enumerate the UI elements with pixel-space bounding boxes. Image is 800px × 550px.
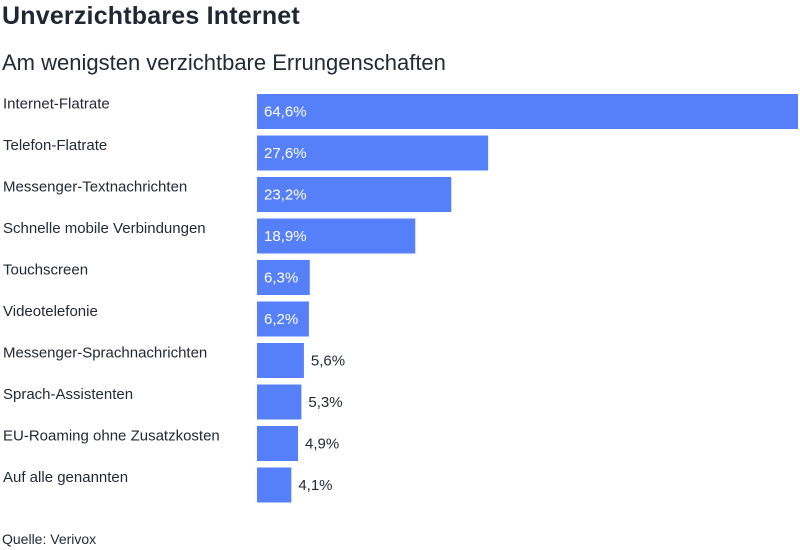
category-label-schnelle-mobile-verbindungen: Schnelle mobile Verbindungen: [3, 220, 206, 237]
source-note: Quelle: Verivox: [2, 531, 97, 547]
bar-videotelefonie: [257, 301, 309, 337]
bar-auf-alle-genannten: [257, 467, 292, 503]
bar-chart: Internet-Flatrate 64,6% Telefon-Flatrate 27…: [3, 94, 798, 503]
value-label-auf-alle-genannten: 4,1%: [298, 477, 332, 494]
bar-touchscreen: [257, 260, 310, 295]
value-label-internet-flatrate: 64,6%: [264, 104, 307, 121]
bar-internet-flatrate: [257, 94, 798, 129]
bar-sprach-assistenten: [257, 384, 302, 420]
category-label-sprach-assistenten: Sprach-Assistenten: [3, 386, 133, 403]
category-label-eu-roaming-ohne-zusatzkosten: EU-Roaming ohne Zusatzkosten: [3, 428, 220, 445]
bar-schnelle-mobile-verbindungen: [257, 218, 416, 254]
bar-messenger-sprachnachrichten: [257, 343, 304, 378]
value-label-eu-roaming-ohne-zusatzkosten: 4,9%: [305, 436, 339, 453]
category-label-messenger-sprachnachrichten: Messenger-Sprachnachrichten: [3, 345, 207, 362]
value-label-touchscreen: 6,3%: [264, 270, 298, 287]
category-label-telefon-flatrate: Telefon-Flatrate: [3, 137, 107, 154]
value-label-telefon-flatrate: 27,6%: [264, 145, 307, 162]
category-label-messenger-textnachrichten: Messenger-Textnachrichten: [3, 179, 187, 196]
category-label-auf-alle-genannten: Auf alle genannten: [3, 469, 128, 486]
value-label-schnelle-mobile-verbindungen: 18,9%: [264, 228, 307, 245]
chart-title: Unverzichtbares Internet: [2, 2, 300, 30]
bar-telefon-flatrate: [257, 135, 489, 171]
bar-eu-roaming-ohne-zusatzkosten: [257, 426, 299, 461]
value-label-sprach-assistenten: 5,3%: [308, 394, 342, 411]
chart-subtitle: Am wenigsten verzichtbare Errungenschaft…: [2, 50, 446, 75]
category-label-internet-flatrate: Internet-Flatrate: [3, 96, 110, 113]
value-label-messenger-textnachrichten: 23,2%: [264, 187, 307, 204]
value-label-videotelefonie: 6,2%: [264, 311, 298, 328]
bar-messenger-textnachrichten: [257, 177, 452, 212]
category-label-touchscreen: Touchscreen: [3, 262, 88, 279]
category-label-videotelefonie: Videotelefonie: [3, 303, 98, 320]
value-label-messenger-sprachnachrichten: 5,6%: [311, 353, 345, 370]
